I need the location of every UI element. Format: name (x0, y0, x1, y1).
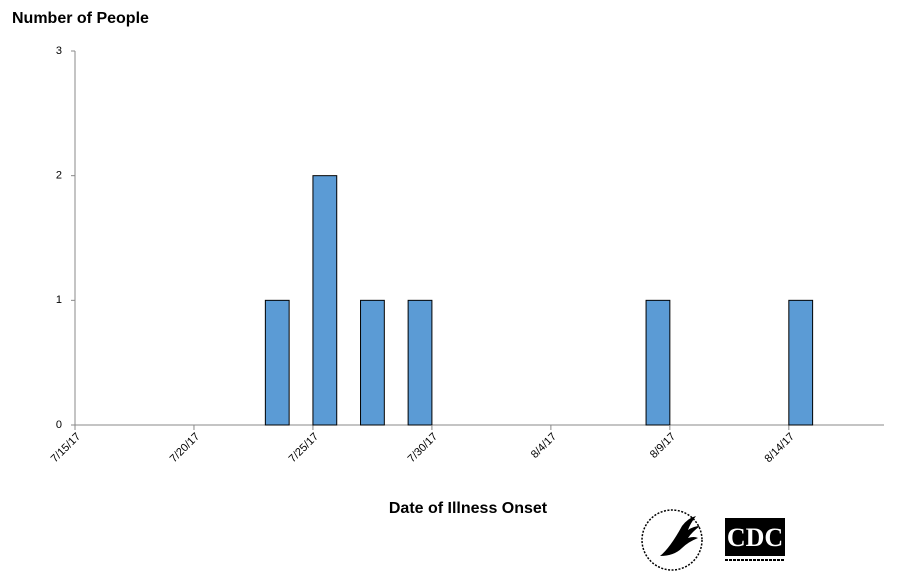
x-tick-label: 7/30/17 (406, 431, 440, 465)
x-tick-label: 8/9/17 (648, 431, 678, 461)
bar (360, 299, 385, 426)
y-axis-title: Number of People (12, 10, 149, 27)
x-tick-label: 8/4/17 (529, 431, 559, 461)
x-tick-label: 7/15/17 (49, 431, 83, 465)
logo-text: CDC (727, 523, 783, 552)
y-tick-label: 2 (56, 170, 62, 182)
bar (788, 299, 814, 426)
x-tick-label: 7/25/17 (287, 431, 321, 465)
bar (264, 299, 290, 426)
y-tick-label: 0 (56, 419, 62, 431)
bar (312, 175, 338, 426)
cdc-logo: CDC (725, 518, 785, 561)
hhs-logo (641, 509, 703, 571)
x-axis-title: Date of Illness Onset (389, 500, 548, 517)
bar (645, 299, 671, 426)
x-tick-label: 8/14/17 (763, 431, 797, 465)
y-tick-label: 1 (56, 294, 62, 306)
y-tick-label: 3 (56, 45, 62, 57)
bar (407, 299, 433, 426)
x-tick-label: 7/20/17 (168, 431, 202, 465)
